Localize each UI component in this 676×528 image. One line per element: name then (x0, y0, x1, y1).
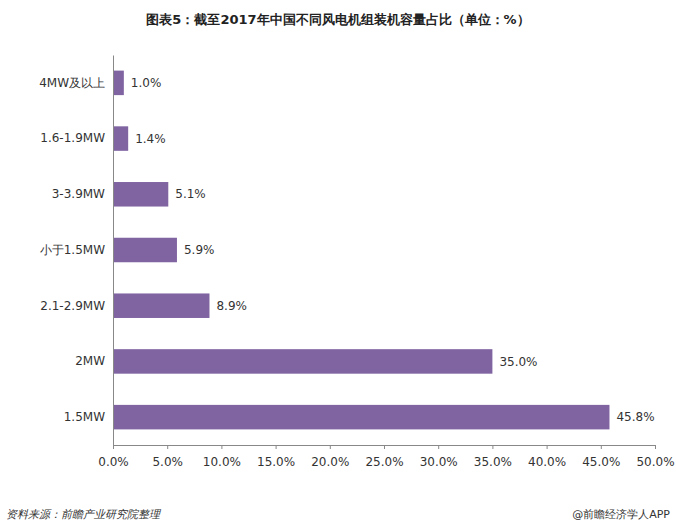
x-tick: 40.0% (528, 445, 566, 469)
y-axis: 4MW及以上 1.6-1.9MW 3-3.9MW 小于1.5MW 2.1-2.9MW 2M… (39, 56, 113, 446)
x-tick-label: 15.0% (257, 455, 295, 469)
x-tick: 25.0% (365, 445, 403, 469)
x-tick-label: 20.0% (311, 455, 349, 469)
x-tick-mark (221, 445, 222, 449)
y-tick-label: 小于1.5MW (40, 243, 105, 257)
x-tick-mark (167, 445, 168, 449)
x-tick-label: 50.0% (636, 455, 674, 469)
y-tick-label: 3-3.9MW (52, 187, 105, 201)
x-tick: 30.0% (420, 445, 458, 469)
bar (113, 349, 492, 374)
x-tick: 20.0% (311, 445, 349, 469)
bar (113, 405, 609, 430)
x-tick-mark (276, 445, 277, 449)
data-label: 1.4% (135, 132, 166, 146)
x-tick: 50.0% (636, 445, 674, 469)
x-tick-label: 40.0% (528, 455, 566, 469)
bar (113, 126, 128, 151)
x-tick-label: 0.0% (98, 455, 129, 469)
bar (113, 182, 168, 207)
data-label: 35.0% (499, 355, 537, 369)
x-tick-mark (330, 445, 331, 449)
x-tick: 35.0% (474, 445, 512, 469)
data-label: 8.9% (216, 299, 247, 313)
bar (113, 71, 124, 96)
x-tick-mark (492, 445, 493, 449)
data-labels: 1.0% 1.4% 5.1% 5.9% 8.9% 35.0% 45.8% (131, 76, 655, 424)
x-tick-mark (601, 445, 602, 449)
y-tick: 2.1-2.9MW (40, 299, 105, 313)
x-tick-mark (113, 445, 114, 449)
y-tick-label: 4MW及以上 (39, 76, 105, 90)
x-tick-mark (547, 445, 548, 449)
x-tick-label: 45.0% (582, 455, 620, 469)
annotation: 资料来源：前瞻产业研究院整理 (6, 508, 162, 521)
x-axis: 0.0% 5.0% 10.0% 15.0% 20.0% 25.0% 30.0% 35.0% 40… (98, 445, 674, 469)
y-tick-label: 2.1-2.9MW (40, 299, 105, 313)
plot: 0.0% 5.0% 10.0% 15.0% 20.0% 25.0% 30.0% 35.0% 40… (39, 56, 674, 469)
y-tick: 1.5MW (64, 410, 105, 424)
y-tick-label: 1.6-1.9MW (40, 131, 105, 145)
x-tick: 5.0% (152, 445, 183, 469)
bars (113, 71, 609, 430)
data-label: 5.9% (184, 243, 215, 257)
data-label: 1.0% (131, 76, 162, 90)
y-tick: 2MW (75, 354, 105, 368)
x-tick-label: 5.0% (152, 455, 183, 469)
x-axis-line (114, 446, 656, 450)
x-tick: 45.0% (582, 445, 620, 469)
x-tick-mark (438, 445, 439, 449)
x-tick-label: 10.0% (203, 455, 241, 469)
x-tick: 15.0% (257, 445, 295, 469)
x-tick: 0.0% (98, 445, 129, 469)
y-axis-line (113, 56, 114, 446)
x-tick: 10.0% (203, 445, 241, 469)
x-tick-label: 30.0% (420, 455, 458, 469)
annotation: @前瞻经济学人APP (572, 508, 670, 521)
y-tick: 4MW及以上 (39, 76, 105, 90)
chart: 图表5：截至2017年中国不同风电机组装机容量占比（单位：%） 0.0% 5.0% 1… (0, 0, 676, 528)
x-tick-mark (655, 445, 656, 449)
y-tick-label: 2MW (75, 354, 105, 368)
y-tick-label: 1.5MW (64, 410, 105, 424)
data-label: 45.8% (616, 410, 654, 424)
x-tick-label: 35.0% (474, 455, 512, 469)
title: 图表5：截至2017年中国不同风电机组装机容量占比（单位：%） (146, 12, 529, 27)
bar (113, 238, 177, 263)
data-label: 5.1% (175, 187, 206, 201)
y-tick: 1.6-1.9MW (40, 131, 105, 145)
x-tick-label: 25.0% (365, 455, 403, 469)
y-tick: 3-3.9MW (52, 187, 105, 201)
x-tick-mark (384, 445, 385, 449)
bar (113, 293, 209, 318)
y-tick: 小于1.5MW (40, 243, 105, 257)
